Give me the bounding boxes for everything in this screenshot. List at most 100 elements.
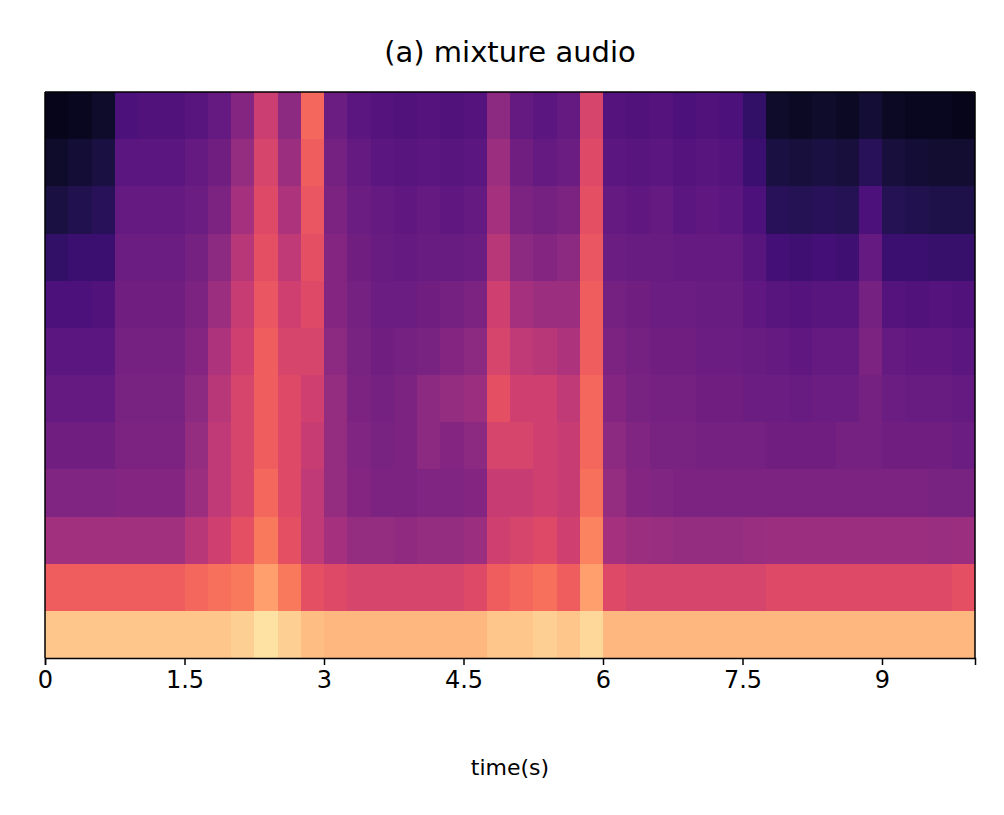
heatmap-cell xyxy=(952,186,975,234)
heatmap-cell xyxy=(161,186,185,234)
heatmap-cell xyxy=(533,139,557,187)
heatmap-cell xyxy=(347,234,371,282)
heatmap-cell xyxy=(324,328,348,376)
heatmap-cell xyxy=(812,469,836,517)
heatmap-cell xyxy=(510,328,534,376)
heatmap-cell xyxy=(743,375,767,423)
heatmap-cell xyxy=(603,234,627,282)
heatmap-cell xyxy=(208,517,232,565)
heatmap-cell xyxy=(92,281,116,329)
x-tick-label: 4.5 xyxy=(445,666,483,694)
heatmap-cell xyxy=(464,281,488,329)
heatmap-cell xyxy=(185,234,209,282)
heatmap-cell xyxy=(487,328,511,376)
heatmap-cell xyxy=(115,422,139,470)
heatmap-cell xyxy=(301,328,325,376)
heatmap-cell xyxy=(580,611,604,658)
heatmap-cell xyxy=(603,517,627,565)
heatmap-cell xyxy=(185,186,209,234)
heatmap-cell xyxy=(743,139,767,187)
heatmap-cell xyxy=(45,186,69,234)
heatmap-cell xyxy=(464,564,488,612)
heatmap-cell xyxy=(882,469,906,517)
heatmap-cell xyxy=(254,139,278,187)
heatmap-cell xyxy=(557,564,581,612)
heatmap-cell xyxy=(440,234,464,282)
heatmap-cell xyxy=(719,375,743,423)
heatmap-cell xyxy=(138,92,162,140)
heatmap-cell xyxy=(789,92,813,140)
heatmap-cell xyxy=(533,422,557,470)
heatmap-cell xyxy=(836,375,860,423)
heatmap-cell xyxy=(789,564,813,612)
heatmap-cell xyxy=(836,234,860,282)
heatmap-cell xyxy=(301,564,325,612)
heatmap-cell xyxy=(650,281,674,329)
heatmap-cell xyxy=(929,328,953,376)
heatmap-cell xyxy=(696,328,720,376)
heatmap-cell xyxy=(487,139,511,187)
x-tick-mark xyxy=(184,658,186,665)
heatmap-cell xyxy=(440,186,464,234)
heatmap-cell xyxy=(510,186,534,234)
spine xyxy=(45,91,975,93)
heatmap-cell xyxy=(812,517,836,565)
heatmap-cell xyxy=(557,92,581,140)
heatmap-cell xyxy=(557,422,581,470)
heatmap-cell xyxy=(510,517,534,565)
heatmap-cell xyxy=(650,328,674,376)
heatmap-cell xyxy=(231,422,255,470)
heatmap-cell xyxy=(68,564,92,612)
heatmap-cell xyxy=(719,422,743,470)
heatmap-cell xyxy=(929,281,953,329)
heatmap-cell xyxy=(278,517,302,565)
heatmap-cell xyxy=(650,186,674,234)
heatmap-cell xyxy=(464,234,488,282)
heatmap-cell xyxy=(673,375,697,423)
heatmap-cell xyxy=(626,281,650,329)
heatmap-cell xyxy=(510,469,534,517)
heatmap-cell xyxy=(45,139,69,187)
heatmap-cell xyxy=(952,139,975,187)
heatmap-cell xyxy=(812,186,836,234)
heatmap-cell xyxy=(510,611,534,658)
heatmap-cell xyxy=(161,517,185,565)
heatmap-cell xyxy=(533,564,557,612)
heatmap-cell xyxy=(440,92,464,140)
x-tick-label: 6 xyxy=(596,666,611,694)
x-tick: 6 xyxy=(596,658,611,694)
heatmap-cell xyxy=(743,328,767,376)
heatmap-cell xyxy=(603,469,627,517)
heatmap-cell xyxy=(45,92,69,140)
heatmap-cell xyxy=(92,234,116,282)
heatmap-cell xyxy=(789,281,813,329)
heatmap-cell xyxy=(952,422,975,470)
heatmap-cell xyxy=(324,469,348,517)
heatmap-cell xyxy=(347,422,371,470)
heatmap-cell xyxy=(138,281,162,329)
heatmap-cell xyxy=(115,517,139,565)
heatmap-cell xyxy=(882,328,906,376)
heatmap-cell xyxy=(580,281,604,329)
heatmap-cell xyxy=(882,517,906,565)
heatmap-cell xyxy=(464,611,488,658)
chart: 01.534.567.59(a) mixture audiotime(s) xyxy=(0,0,1004,815)
heatmap-cell xyxy=(743,234,767,282)
heatmap-cell xyxy=(68,422,92,470)
heatmap-cell xyxy=(185,375,209,423)
heatmap-cell xyxy=(92,328,116,376)
heatmap-cell xyxy=(278,564,302,612)
heatmap-cell xyxy=(533,281,557,329)
heatmap-cell xyxy=(557,328,581,376)
heatmap-cell xyxy=(882,611,906,658)
heatmap-cell xyxy=(580,375,604,423)
heatmap-cell xyxy=(836,422,860,470)
x-tick-mark xyxy=(742,658,744,665)
heatmap-cell xyxy=(743,281,767,329)
heatmap-cell xyxy=(696,234,720,282)
heatmap-cell xyxy=(68,281,92,329)
heatmap-cell xyxy=(324,517,348,565)
heatmap-cell xyxy=(882,564,906,612)
heatmap-cell xyxy=(533,234,557,282)
heatmap-cell xyxy=(278,281,302,329)
